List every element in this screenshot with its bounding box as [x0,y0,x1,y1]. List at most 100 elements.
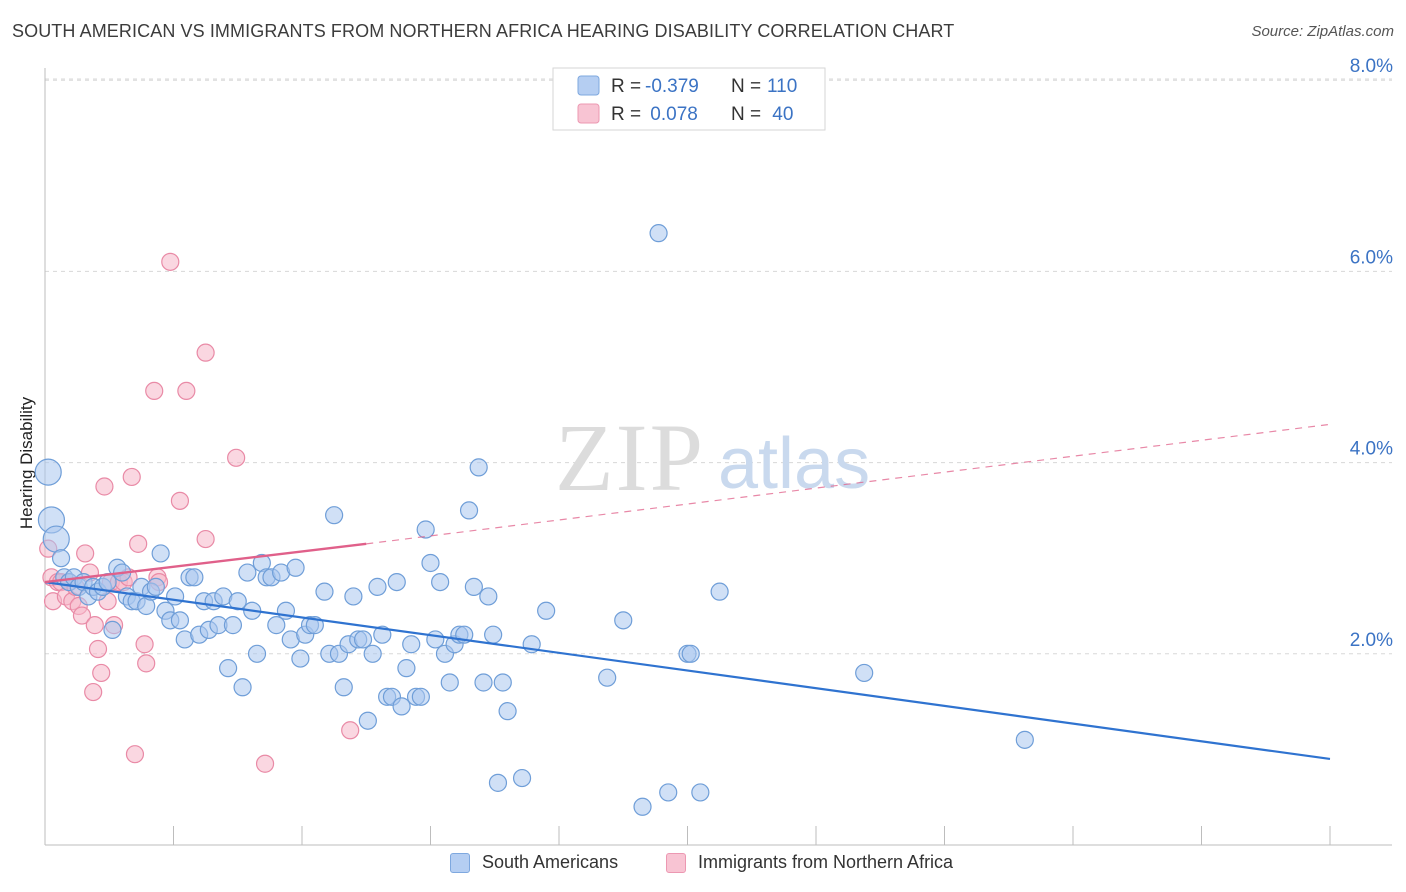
data-point-south-americans [238,563,257,582]
legend-label-north-africa: Immigrants from Northern Africa [698,852,954,872]
trend-line-north-africa [44,542,367,584]
legend-r-label: R = [611,76,641,97]
data-point-south-americans [431,572,450,592]
legend-n-label: N = [731,76,761,97]
data-point-south-americans [166,587,185,606]
data-point-south-americans [440,673,459,692]
trend-line-north-africa-extension [366,423,1331,545]
data-point-north-africa [227,448,246,467]
data-point-south-americans [659,783,678,802]
data-point-north-africa [196,529,215,549]
data-point-south-americans [267,616,286,635]
data-point-south-americans [247,644,267,663]
legend-n-value: 40 [767,104,793,125]
data-point-south-americans [459,501,479,520]
source-label: Source: ZipAtlas.com [1251,23,1394,40]
trend-line-south-americans [44,581,1331,761]
data-point-south-americans [649,224,668,243]
y-tick-label: 4.0% [1350,439,1393,460]
data-point-south-americans [421,553,440,573]
data-point-south-americans [42,525,70,553]
data-point-south-americans [233,678,252,697]
data-point-south-americans [710,582,729,601]
data-point-south-americans [185,568,204,587]
watermark: ZIP atlas [555,404,870,511]
legend-r-value: 0.078 [645,104,698,125]
data-point-north-africa [84,682,103,702]
legend-r-value: -0.379 [645,76,699,97]
data-point-south-americans [291,649,310,668]
data-point-south-americans [368,577,387,596]
legend-swatch-blue [450,852,470,873]
data-point-south-americans [479,587,498,606]
watermark-zip: ZIP [555,404,705,511]
data-point-south-americans [537,601,556,620]
data-point-south-americans [34,458,62,486]
data-point-north-africa [88,639,108,659]
data-point-north-africa [255,754,275,773]
legend-label-south-americans: South Americans [482,852,619,872]
legend-n-label: N = [731,104,761,125]
data-point-north-africa [125,745,145,764]
data-point-south-americans [464,577,483,596]
data-point-north-africa [161,252,180,271]
data-point-north-africa [196,343,215,362]
data-point-north-africa [177,381,196,400]
data-point-south-americans [223,616,243,635]
legend-swatch-pink [577,103,600,124]
series-south-americans-points [34,224,1034,816]
data-point-south-americans [373,625,392,644]
data-point-south-americans [512,768,532,788]
data-point-south-americans [387,572,406,592]
data-point-south-americans [614,611,633,630]
data-point-south-americans [353,630,373,649]
data-point-north-africa [95,477,114,496]
legend-row-south-americans: R = -0.379 N = 110 [577,75,797,97]
data-point-south-americans [286,558,305,577]
data-point-south-americans [426,630,445,649]
data-point-south-americans [392,697,411,716]
axes [44,68,1392,846]
data-point-south-americans [315,582,334,601]
data-point-south-americans [170,611,190,630]
data-point-south-americans [474,673,493,692]
data-point-south-americans [469,458,488,477]
data-point-north-africa [137,654,156,673]
data-point-south-americans [219,659,238,678]
data-point-north-africa [122,467,141,487]
data-point-north-africa [145,381,164,400]
watermark-atlas: atlas [718,424,870,504]
data-point-south-americans [855,663,874,683]
data-point-south-americans [344,587,363,606]
data-point-south-americans [103,620,122,640]
legend-bottom: South Americans Immigrants from Northern… [0,852,1406,878]
data-point-south-americans [397,659,416,678]
data-point-north-africa [76,544,95,563]
legend-swatch-pink [666,852,686,873]
data-point-south-americans [633,797,652,816]
legend-item-south-americans: South Americans [450,852,618,873]
series-north-africa-points [39,252,360,773]
legend-item-north-africa: Immigrants from Northern Africa [666,852,953,873]
data-point-north-africa [85,616,104,635]
data-point-south-americans [681,644,700,663]
data-point-north-africa [170,491,190,510]
legend-n-value: 110 [767,76,797,97]
tick-labels: 2.0%4.0%6.0%8.0%0.0%80.0% [1350,56,1393,651]
data-point-south-americans [598,668,617,687]
y-tick-label: 2.0% [1350,630,1393,651]
legend-row-north-africa: R = 0.078 N = 40 [577,103,793,125]
legend-r-label: R = [611,104,641,125]
data-point-south-americans [484,625,503,644]
y-tick-label: 8.0% [1350,56,1393,77]
trend-lines [44,423,1331,761]
data-point-south-americans [334,678,353,697]
data-point-south-americans [363,644,382,663]
scatter-chart: ZIP atlas 2.0%4.0%6.0%8.0%0.0%80.0% R = … [34,56,1393,846]
data-point-south-americans [151,544,170,563]
data-point-south-americans [51,549,71,568]
legend-top: R = -0.379 N = 110 R = 0.078 N = 40 [552,67,826,131]
data-point-south-americans [498,702,517,721]
chart-title: SOUTH AMERICAN VS IMMIGRANTS FROM NORTHE… [12,21,955,41]
data-point-north-africa [129,534,148,553]
